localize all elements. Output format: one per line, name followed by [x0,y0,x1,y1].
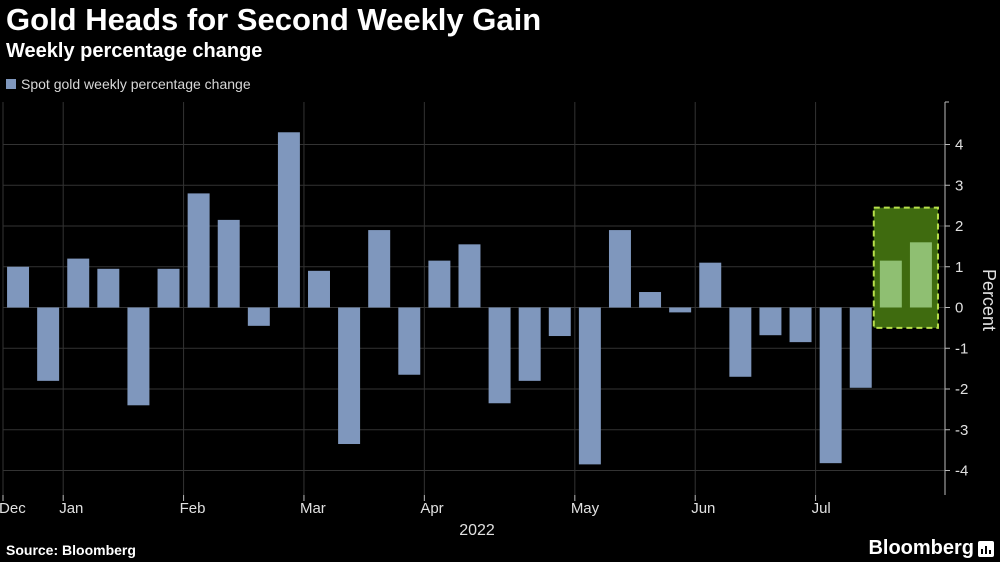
bar [157,268,180,308]
bar [819,307,842,464]
bar [187,193,210,308]
x-tick-label: Jan [59,500,83,517]
bloomberg-chart-icon [978,540,994,557]
y-tick-label: -2 [955,381,968,398]
bar [368,230,391,308]
bar [789,307,812,343]
bar [398,307,421,375]
y-tick-label: 2 [955,218,963,235]
y-tick-label: 0 [955,300,963,317]
y-tick-label: -1 [955,340,968,357]
bar [37,307,60,381]
bar [308,270,330,308]
brand-name: Bloomberg [868,537,974,559]
x-axis: Dec Jan Feb Mar Apr May Jun Jul [0,495,831,517]
bar [247,307,270,326]
x-tick-label: Jul [812,500,831,517]
bar [548,307,571,337]
x-tick-label: Mar [300,500,326,517]
x-tick-label: Dec [0,500,26,517]
bar [127,307,150,406]
x-tick-label: Feb [180,500,206,517]
bar [217,219,240,308]
bar [909,242,932,308]
bar [729,307,752,377]
bar [97,268,120,308]
bar [669,307,692,313]
source-note: Source: Bloomberg [6,542,136,558]
y-tick-label: -4 [955,463,968,480]
y-tick-label: 3 [955,177,963,194]
bar [277,132,300,308]
chart-subtitle: Weekly percentage change [6,40,263,62]
bar [428,260,451,308]
bar [849,307,872,388]
x-tick-label: Apr [420,500,443,517]
bars [7,132,932,465]
x-tick-label: Jun [691,500,715,517]
bar [338,307,361,445]
bar [458,244,481,308]
y-tick-label: 4 [955,137,963,154]
bar [608,230,631,308]
bar [879,260,902,308]
legend-swatch [6,79,16,89]
y-tick-label: 1 [955,259,963,276]
legend-label: Spot gold weekly percentage change [21,76,251,92]
bar [578,307,601,465]
y-axis: -4 -3 -2 -1 0 1 2 3 4 [944,101,968,495]
y-axis-label: Percent [979,269,999,331]
bar [699,262,722,308]
bar [488,307,511,404]
brand-logo: Bloomberg [868,537,994,560]
bar [7,266,30,308]
bar [518,307,541,381]
y-tick-label: -3 [955,422,968,439]
bar [67,258,90,308]
x-tick-label: May [571,500,600,517]
x-axis-year-label: 2022 [459,522,495,539]
bar [759,307,782,336]
bar [639,292,662,308]
chart-title: Gold Heads for Second Weekly Gain [6,2,542,37]
legend: Spot gold weekly percentage change [6,76,251,92]
